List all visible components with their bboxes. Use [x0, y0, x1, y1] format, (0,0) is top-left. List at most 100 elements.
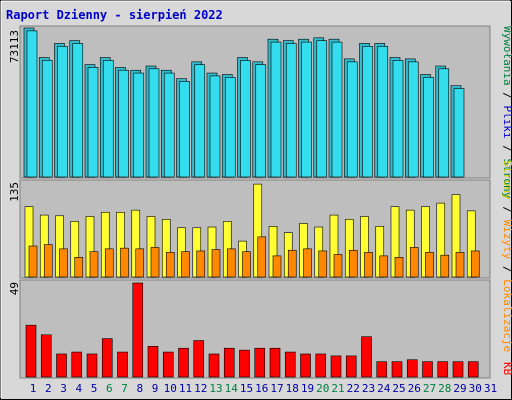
- kbytes-bar-26: [406, 359, 418, 378]
- x-tick-label: 8: [136, 382, 143, 395]
- files-bar-9: [148, 68, 160, 178]
- kbytes-bar-27: [422, 361, 433, 378]
- kbytes-bar-24: [376, 361, 388, 378]
- files-bar-27: [423, 77, 434, 178]
- files-bar-4: [72, 43, 84, 178]
- files-bar-16: [255, 64, 267, 178]
- ymax-label-kbytes: 49: [8, 282, 21, 295]
- x-tick-label: 2: [45, 382, 52, 395]
- files-bar-26: [407, 61, 419, 178]
- visits-bar-16: [257, 236, 267, 278]
- visits-bar-19: [303, 248, 312, 278]
- visits-bar-21: [333, 254, 343, 278]
- files-bar-18: [285, 43, 297, 178]
- legend-kbytes: KB: [501, 362, 512, 376]
- x-tick-label: 31: [484, 382, 497, 395]
- visits-bar-30: [470, 250, 480, 278]
- files-bar-25: [392, 60, 404, 178]
- x-tick-label: 23: [362, 382, 375, 395]
- x-tick-label: 3: [60, 382, 67, 395]
- visits-bar-15: [242, 251, 251, 278]
- x-tick-label: 1: [30, 382, 37, 395]
- x-tick-label: 14: [225, 382, 239, 395]
- visits-bar-29: [455, 252, 465, 278]
- kbytes-bar-1: [25, 324, 37, 378]
- legend-part: /: [501, 86, 512, 106]
- kbytes-bar-16: [254, 347, 266, 378]
- legend-part: Strony: [501, 160, 512, 200]
- visits-bar-17: [272, 255, 282, 278]
- kbytes-bar-29: [452, 361, 464, 378]
- visits-bar-14: [226, 248, 236, 278]
- kbytes-bar-14: [223, 347, 235, 378]
- kbytes-bar-25: [391, 361, 403, 378]
- kbytes-bar-15: [239, 349, 250, 378]
- x-tick-label: 21: [331, 382, 344, 395]
- kbytes-bar-6: [101, 338, 113, 378]
- legend-pages-visits: Strony / Wizyty / Lokalizacje: [501, 160, 512, 352]
- files-bar-28: [438, 68, 450, 178]
- legend-part: Strony: [501, 158, 512, 198]
- kbytes-bar-5: [86, 353, 98, 378]
- files-bar-19: [301, 41, 312, 178]
- files-bar-6: [102, 60, 114, 178]
- x-tick-label: 30: [469, 382, 482, 395]
- kbytes-bar-10: [162, 351, 174, 378]
- legend-part: /: [501, 139, 512, 159]
- files-bar-5: [87, 67, 99, 178]
- kbytes-bar-3: [56, 353, 67, 378]
- legend-hits-files: Wywołania / Pliki / Strony: [501, 26, 512, 199]
- visits-bar-12: [196, 250, 206, 278]
- visits-bar-9: [150, 247, 160, 278]
- x-tick-label: 29: [453, 382, 466, 395]
- visits-bar-23: [364, 252, 373, 278]
- visits-bar-6: [104, 248, 114, 278]
- visits-bar-28: [440, 254, 450, 278]
- kbytes-bar-8: [132, 282, 144, 378]
- visits-bar-4: [74, 256, 84, 278]
- x-tick-label: 19: [301, 382, 314, 395]
- ymax-label-pages: 135: [8, 182, 21, 202]
- visits-bar-24: [379, 255, 389, 278]
- kbytes-bar-30: [467, 361, 479, 378]
- kbytes-bar-12: [193, 340, 205, 378]
- legend-part: Wywołania: [501, 26, 512, 86]
- files-bar-29: [453, 88, 465, 178]
- x-tick-label: 20: [316, 382, 329, 395]
- files-bar-10: [163, 72, 175, 178]
- legend-part: Lokalizacje: [501, 279, 512, 352]
- kbytes-bar-2: [40, 334, 52, 378]
- kbytes-bar-17: [269, 347, 281, 378]
- files-bar-17: [270, 41, 282, 178]
- visits-bar-2: [43, 244, 53, 278]
- kbytes-bar-22: [345, 355, 357, 378]
- kbytes-bar-21: [330, 355, 342, 378]
- files-bar-15: [240, 60, 251, 178]
- files-bar-1: [26, 30, 38, 178]
- legend-part: /: [501, 259, 512, 279]
- x-tick-label: 9: [152, 382, 159, 395]
- kbytes-bar-9: [147, 346, 159, 378]
- legend-part: KB: [501, 362, 512, 376]
- hits-files-bars: [23, 27, 465, 178]
- x-tick-label: 4: [75, 382, 82, 395]
- x-tick-label: 6: [106, 382, 113, 395]
- x-tick-label: 11: [179, 382, 192, 395]
- visits-bar-7: [120, 247, 129, 278]
- visits-bar-18: [287, 249, 297, 278]
- files-bar-8: [133, 72, 145, 178]
- visits-bar-3: [59, 248, 68, 278]
- x-tick-label: 15: [240, 382, 253, 395]
- x-tick-label: 18: [286, 382, 299, 395]
- x-tick-label: 16: [255, 382, 268, 395]
- visits-bar-8: [135, 248, 145, 278]
- x-tick-label: 25: [392, 382, 405, 395]
- visits-bar-22: [348, 249, 358, 278]
- kbytes-bar-7: [117, 351, 128, 378]
- x-tick-label: 24: [377, 382, 391, 395]
- visits-bar-20: [318, 250, 328, 278]
- kbytes-bar-4: [71, 351, 83, 378]
- x-tick-label: 17: [270, 382, 283, 395]
- files-bar-3: [57, 46, 68, 178]
